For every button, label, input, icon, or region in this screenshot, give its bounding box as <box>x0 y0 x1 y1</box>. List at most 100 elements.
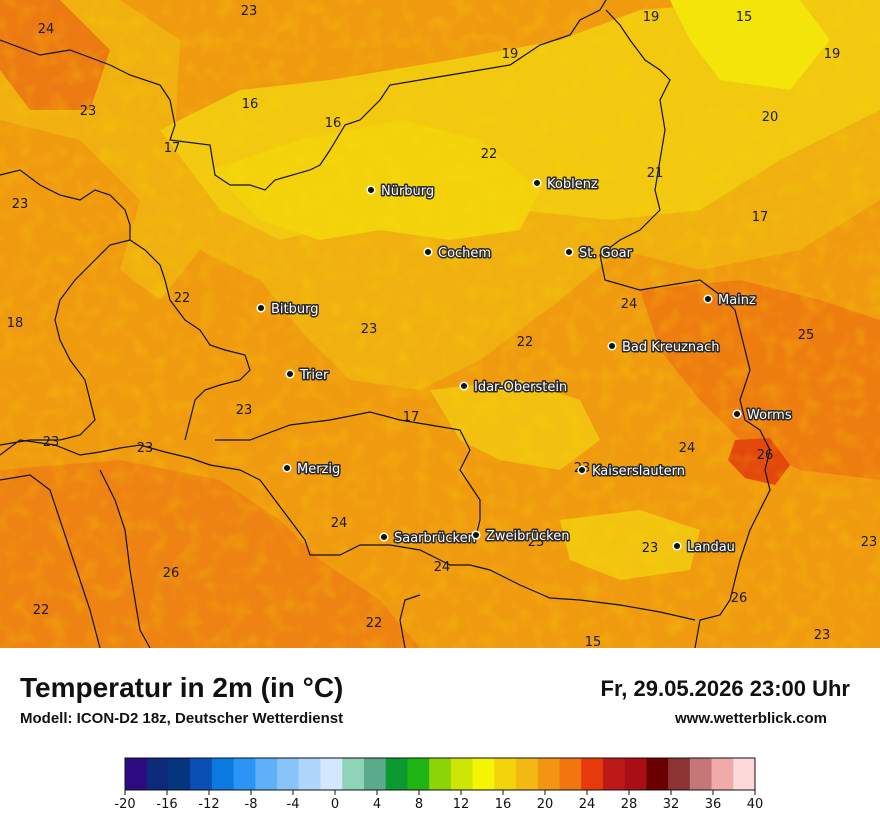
border-france <box>0 439 696 621</box>
city-label: Cochem <box>438 246 491 261</box>
scale-color-cell <box>146 758 169 790</box>
temperature-value: 25 <box>798 328 815 343</box>
temperature-map: 23 24 19 15 19 19 23 16 16 20 17 22 21 23 17 22 18 24 23 25… <box>0 0 880 648</box>
scale-label: 24 <box>579 797 596 812</box>
scale-color-cell <box>581 758 604 790</box>
city-bad-kreuznach[interactable]: Bad Kreuznach <box>607 339 721 357</box>
city-label: Mainz <box>718 293 756 308</box>
scale-label: 8 <box>415 797 423 812</box>
temperature-value: 24 <box>434 560 451 575</box>
scale-color-cell <box>320 758 343 790</box>
scale-color-cell <box>516 758 539 790</box>
scale-color-cell <box>407 758 430 790</box>
city-nuerburg[interactable]: Nürburg <box>366 183 436 201</box>
map-canvas: 23 24 19 15 19 19 23 16 16 20 17 22 21 23 17 22 18 24 23 25… <box>0 0 880 648</box>
map-title: Temperatur in 2m (in °C) <box>20 672 344 703</box>
scale-color-cell <box>298 758 321 790</box>
state-border-bw <box>694 419 771 648</box>
temperature-value: 24 <box>621 297 638 312</box>
temperature-value: 19 <box>502 47 519 62</box>
scale-color-cell <box>168 758 191 790</box>
city-label: Landau <box>687 540 735 555</box>
city-landau[interactable]: Landau <box>672 539 736 557</box>
scale-color-cell <box>385 758 408 790</box>
city-koblenz[interactable]: Koblenz <box>532 176 599 194</box>
temperature-value: 23 <box>43 435 60 450</box>
city-label: Bad Kreuznach <box>622 340 720 355</box>
scale-color-cell <box>646 758 669 790</box>
temperature-value: 23 <box>12 197 29 212</box>
temperature-value: 23 <box>241 4 258 19</box>
city-idar-oberstein[interactable]: Idar-Oberstein <box>459 379 569 397</box>
temperature-value: 24 <box>679 441 696 456</box>
scale-label: 20 <box>537 797 554 812</box>
scale-label: 40 <box>747 797 764 812</box>
border-luxembourg-east <box>0 239 131 446</box>
temperature-value: 19 <box>824 47 841 62</box>
scale-color-cell <box>472 758 495 790</box>
temperature-value: 22 <box>33 603 50 618</box>
scale-label: 32 <box>663 797 680 812</box>
city-label: Zweibrücken <box>486 529 569 544</box>
scale-color-cell <box>429 758 452 790</box>
temperature-value: 18 <box>7 316 24 331</box>
temperature-value: 16 <box>242 97 259 112</box>
temperature-value: 23 <box>236 403 253 418</box>
city-markers: Nürburg Koblenz Cochem St. Goar Mainz Bitburg… <box>256 176 793 557</box>
city-kaiserslautern[interactable]: Kaiserslautern <box>577 463 687 481</box>
city-zweibruecken[interactable]: Zweibrücken <box>471 528 571 546</box>
temperature-value: 23 <box>642 541 659 556</box>
city-label: Idar-Oberstein <box>474 380 567 395</box>
city-dot <box>366 185 376 195</box>
scale-label: -16 <box>156 797 177 812</box>
scale-label: 16 <box>495 797 512 812</box>
city-st-goar[interactable]: St. Goar <box>564 245 634 263</box>
city-dot <box>285 369 295 379</box>
temperature-value: 23 <box>361 322 378 337</box>
city-trier[interactable]: Trier <box>285 367 330 385</box>
scale-label: 36 <box>705 797 722 812</box>
temperature-value: 15 <box>585 635 602 648</box>
city-label: St. Goar <box>579 246 633 261</box>
scale-label: -4 <box>287 797 300 812</box>
city-cochem[interactable]: Cochem <box>423 245 493 263</box>
city-saarbruecken[interactable]: Saarbrücken <box>379 530 477 548</box>
scale-color-cell <box>363 758 387 790</box>
scale-color-cell <box>559 758 582 790</box>
scale-color-cell <box>711 758 734 790</box>
website-link[interactable]: www.wetterblick.com <box>675 710 827 727</box>
temperature-value: 17 <box>164 141 181 156</box>
city-label: Kaiserslautern <box>592 464 685 479</box>
temperature-value: 23 <box>861 535 878 550</box>
scale-color-cell <box>494 758 517 790</box>
temperature-value: 21 <box>647 166 664 181</box>
city-dot <box>459 381 469 391</box>
state-border-nrw <box>0 0 607 191</box>
temperature-value: 26 <box>163 566 180 581</box>
scale-color-cell <box>450 758 473 790</box>
scale-label: -20 <box>114 797 135 812</box>
scale-label: 4 <box>373 797 381 812</box>
temperature-value: 22 <box>481 147 498 162</box>
temperature-value: 23 <box>528 535 545 550</box>
city-dot <box>577 465 587 475</box>
border-belgium <box>0 169 131 240</box>
scale-color-cell <box>233 758 256 790</box>
city-mainz[interactable]: Mainz <box>703 292 758 310</box>
city-label: Koblenz <box>547 177 598 192</box>
city-merzig[interactable]: Merzig <box>282 461 342 479</box>
city-label: Bitburg <box>271 302 319 317</box>
temperature-value: 26 <box>731 591 748 606</box>
temperature-value: 19 <box>643 10 660 25</box>
scale-color-cell <box>211 758 235 790</box>
temperature-texture <box>0 0 880 648</box>
scale-color-cell <box>537 758 560 790</box>
scale-color-cell <box>342 758 365 790</box>
scale-color-cell <box>190 758 213 790</box>
city-bitburg[interactable]: Bitburg <box>256 301 320 319</box>
scale-color-cell <box>602 758 626 790</box>
city-label: Trier <box>299 368 329 383</box>
city-dot <box>607 341 617 351</box>
city-worms[interactable]: Worms <box>732 407 793 425</box>
border-inner-west <box>99 469 151 648</box>
